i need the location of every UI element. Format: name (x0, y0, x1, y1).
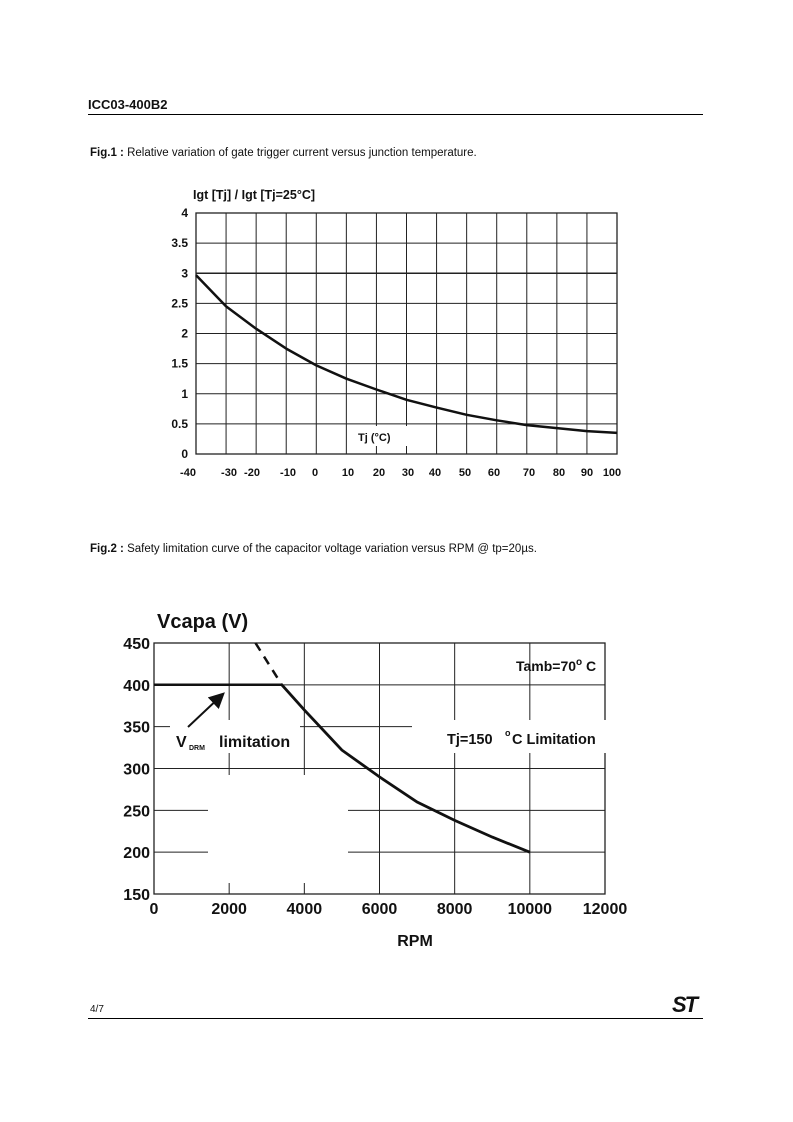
y-tick-label: 300 (123, 762, 150, 779)
fig2-caption: Fig.2 : Safety limitation curve of the c… (90, 543, 537, 555)
x-tick-label: 0 (150, 901, 159, 918)
y-tick-label: 2.5 (171, 296, 188, 310)
y-tick-label: 0 (181, 447, 188, 461)
x-tick-label: -10 (280, 467, 296, 479)
x-tick-label: 10000 (508, 901, 553, 918)
x-tick-label: 70 (523, 467, 535, 479)
x-tick-label: 2000 (211, 901, 247, 918)
y-tick-label: 150 (123, 887, 150, 904)
header-rule (88, 114, 703, 115)
x-tick-label: 12000 (583, 901, 628, 918)
fig1-caption-text: Relative variation of gate trigger curre… (127, 147, 477, 159)
footer-rule (88, 1018, 703, 1019)
page-number: 4/7 (90, 1004, 104, 1015)
vdrm-v: V (176, 734, 187, 751)
y-tick-label: 3 (181, 266, 188, 280)
y-axis-label: Vcapa (V) (157, 611, 248, 633)
y-tick-label: 0.5 (171, 417, 188, 431)
chart-fig1: 0 0.5 1 1.5 2 2.5 3 3.5 4 -40 -30 -20 -10 0 10 20 30 40 50… (171, 188, 621, 479)
x-tick-label: 90 (581, 467, 593, 479)
x-tick-label: 20 (373, 467, 385, 479)
x-tick-label: 30 (402, 467, 414, 479)
x-tick-label: 50 (459, 467, 471, 479)
y-tick-label: 200 (123, 845, 150, 862)
fig2-caption-text: Safety limitation curve of the capacitor… (127, 543, 537, 555)
fig1-caption: Fig.1 : Relative variation of gate trigg… (90, 147, 477, 159)
x-tick-label: 8000 (437, 901, 473, 918)
x-tick-label: -20 (244, 467, 260, 479)
x-tick-label: 100 (603, 467, 621, 479)
y-tick-label: 450 (123, 636, 150, 653)
y-tick-label: 250 (123, 803, 150, 820)
y-tick-label: 4 (181, 206, 188, 220)
x-label-bg (352, 426, 412, 446)
vdrm-arrow (187, 692, 225, 728)
y-tick-label: 1 (181, 387, 188, 401)
series-line-1 (254, 642, 283, 686)
chart-fig2: 150 200 250 300 350 400 450 0 2000 4000 6000 8000 10… (123, 611, 627, 950)
y-tick-label: 3.5 (171, 236, 188, 250)
label-bg (170, 720, 300, 753)
x-tick-label: 60 (488, 467, 500, 479)
y-tick-label: 350 (123, 720, 150, 737)
tj-label: Tj=150 (447, 732, 493, 748)
fig1-label: Fig.1 : (90, 147, 124, 159)
x-tick-label: 4000 (287, 901, 323, 918)
x-tick-label: -30 (221, 467, 237, 479)
tj-unit-label: C Limitation (512, 732, 596, 748)
x-tick-label: 6000 (362, 901, 398, 918)
fig2-label: Fig.2 : (90, 543, 124, 555)
label-bg (412, 720, 612, 753)
x-tick-label: 0 (312, 467, 318, 479)
plot-frame (195, 212, 618, 455)
y-tick-label: 1.5 (171, 357, 188, 371)
x-tick-label: 40 (429, 467, 441, 479)
x-axis-label: Tj (°C) (358, 432, 391, 444)
series-line-2 (280, 683, 531, 854)
plot-frame (153, 642, 606, 895)
y-tick-label: 2 (181, 327, 188, 341)
document-title: ICC03-400B2 (88, 97, 168, 112)
x-axis-label: RPM (397, 933, 433, 950)
inset-bg (208, 775, 348, 883)
vdrm-subscript: DRM (189, 745, 205, 752)
series-line-igt (195, 274, 618, 435)
x-tick-label: -40 (180, 467, 196, 479)
x-tick-label: 10 (342, 467, 354, 479)
vdrm-label: limitation (219, 734, 290, 751)
tj-degree: o (505, 728, 511, 738)
tamb-annotation: Tamb=70o C (516, 657, 596, 674)
y-axis-label: Igt [Tj] / Igt [Tj=25°C] (193, 188, 315, 202)
st-logo: ST (672, 992, 698, 1017)
x-tick-label: 80 (553, 467, 565, 479)
y-tick-label: 400 (123, 678, 150, 695)
